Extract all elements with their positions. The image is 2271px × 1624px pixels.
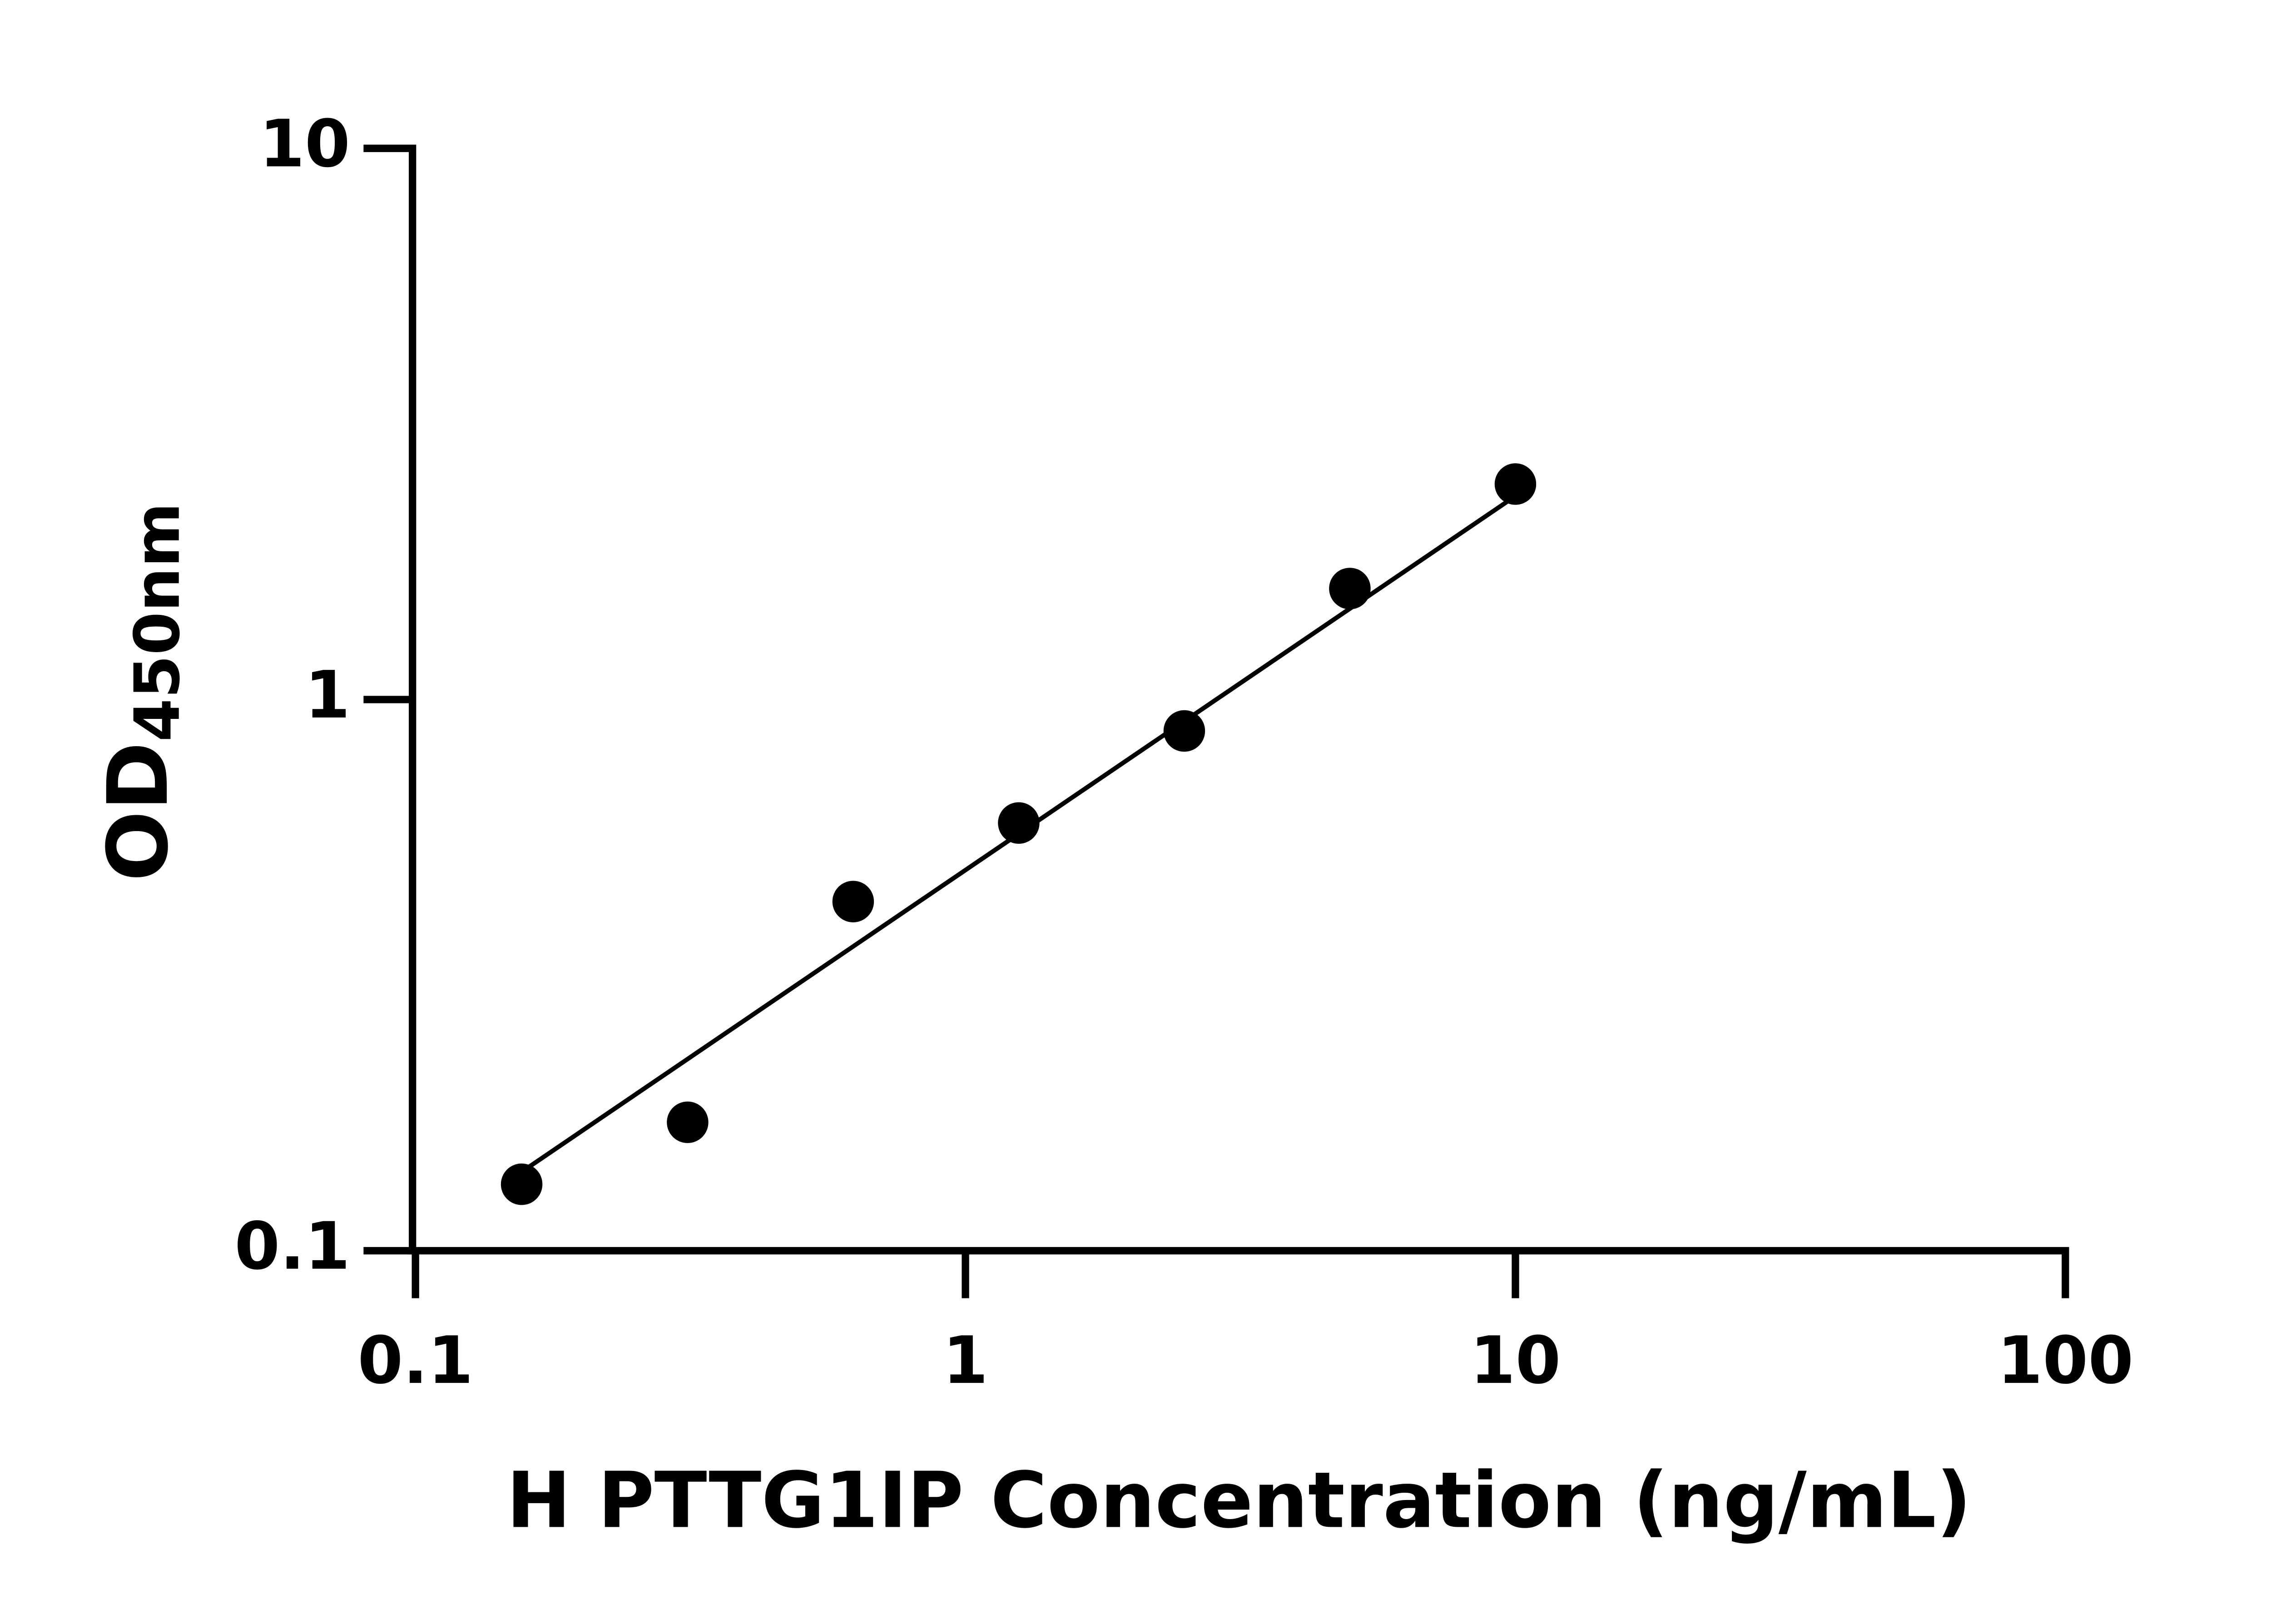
x-tick-label: 0.1	[357, 1322, 473, 1398]
y-axis-label: OD 450nm	[90, 502, 194, 881]
x-tick-label: 100	[1997, 1322, 2133, 1398]
y-tick-label: 0.1	[234, 1208, 350, 1284]
data-point	[832, 881, 874, 922]
data-point	[501, 1163, 543, 1205]
y-axis-label-main: OD	[90, 742, 187, 881]
data-point	[1163, 710, 1205, 752]
y-axis-label-sub: 450nm	[122, 502, 194, 742]
y-tick-label: 10	[259, 106, 350, 182]
data-point	[667, 1101, 709, 1143]
data-point	[998, 802, 1040, 844]
x-axis-label: H PTTG1IP Concentration (ng/mL)	[506, 1456, 1972, 1545]
x-tick-label: 1	[943, 1322, 988, 1398]
x-tick-label: 10	[1470, 1322, 1561, 1398]
y-tick-label: 1	[305, 657, 350, 733]
data-point	[1494, 463, 1537, 505]
data-point	[1329, 568, 1371, 609]
